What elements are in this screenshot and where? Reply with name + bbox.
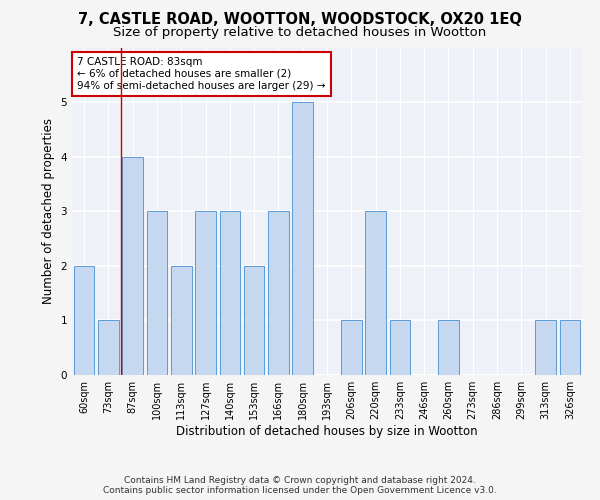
Bar bbox=[389, 320, 410, 375]
Y-axis label: Number of detached properties: Number of detached properties bbox=[42, 118, 55, 304]
Bar bbox=[292, 102, 313, 375]
Bar bbox=[98, 320, 119, 375]
Bar bbox=[146, 211, 167, 375]
Text: Size of property relative to detached houses in Wootton: Size of property relative to detached ho… bbox=[113, 26, 487, 39]
Bar bbox=[438, 320, 459, 375]
Bar bbox=[365, 211, 386, 375]
Bar bbox=[74, 266, 94, 375]
Bar bbox=[560, 320, 580, 375]
Bar bbox=[341, 320, 362, 375]
Bar bbox=[220, 211, 240, 375]
Bar bbox=[171, 266, 191, 375]
Text: Contains HM Land Registry data © Crown copyright and database right 2024.
Contai: Contains HM Land Registry data © Crown c… bbox=[103, 476, 497, 495]
Bar bbox=[268, 211, 289, 375]
Bar bbox=[122, 156, 143, 375]
Bar bbox=[195, 211, 216, 375]
Text: 7 CASTLE ROAD: 83sqm
← 6% of detached houses are smaller (2)
94% of semi-detache: 7 CASTLE ROAD: 83sqm ← 6% of detached ho… bbox=[77, 58, 326, 90]
Bar bbox=[244, 266, 265, 375]
Bar bbox=[535, 320, 556, 375]
X-axis label: Distribution of detached houses by size in Wootton: Distribution of detached houses by size … bbox=[176, 425, 478, 438]
Text: 7, CASTLE ROAD, WOOTTON, WOODSTOCK, OX20 1EQ: 7, CASTLE ROAD, WOOTTON, WOODSTOCK, OX20… bbox=[78, 12, 522, 28]
